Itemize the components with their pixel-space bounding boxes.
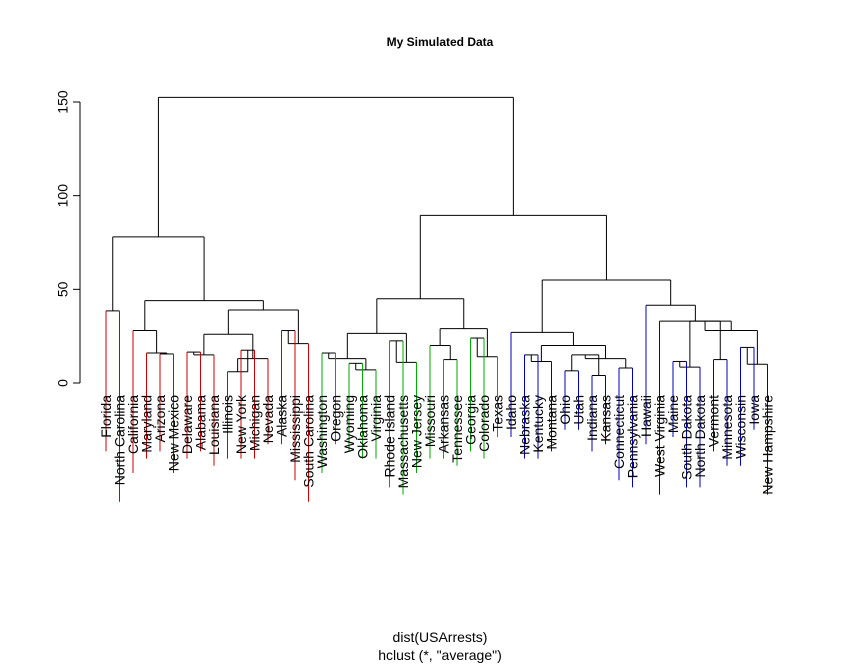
leaf-label: Texas: [490, 395, 506, 432]
leaf-label: Alabama: [193, 395, 209, 450]
leaf-label: Nevada: [260, 395, 276, 443]
leaf-label: Montana: [544, 395, 560, 450]
leaf-label: Pennsylvania: [625, 395, 641, 478]
leaf-label: Delaware: [179, 395, 195, 454]
leaf-label: Connecticut: [611, 395, 627, 469]
dendrogram-tree: [106, 96, 768, 377]
leaf-label: West Virginia: [652, 395, 668, 477]
leaf-label: Missouri: [422, 395, 438, 447]
leaf-label: Idaho: [503, 395, 519, 430]
leaf-label: Tennessee: [449, 395, 465, 463]
y-tick-label: 0: [55, 379, 71, 387]
leaf-label: Florida: [98, 395, 114, 438]
leaf-label: Mississippi: [287, 395, 303, 463]
leaf-label: Washington: [314, 395, 330, 468]
leaf-label: New York: [233, 394, 249, 454]
leaf-label: Oregon: [328, 395, 344, 442]
leaf-label: South Dakota: [679, 395, 695, 480]
leaf-label: Michigan: [247, 395, 263, 451]
x-axis-label-line2: hclust (*, "average"): [378, 647, 502, 663]
leaf-label: Utah: [571, 395, 587, 425]
y-tick-label: 100: [55, 184, 71, 208]
leaf-label: Nebraska: [517, 395, 533, 455]
leaf-label: Ohio: [557, 395, 573, 425]
leaf-label: Indiana: [584, 395, 600, 441]
leaf-label: Arkansas: [436, 395, 452, 453]
leaf-label: Arizona: [152, 395, 168, 443]
leaf-label: Georgia: [463, 395, 479, 445]
leaf-label: California: [125, 395, 141, 454]
leaf-label: North Carolina: [112, 395, 128, 485]
y-tick-label: 50: [55, 281, 71, 297]
leaf-label: Alaska: [274, 395, 290, 437]
leaf-label: Kentucky: [530, 395, 546, 453]
leaf-label: Virginia: [368, 395, 384, 442]
y-axis: 0 50 100 150: [55, 90, 81, 387]
leaf-label: North Dakota: [692, 395, 708, 478]
leaf-label: Maryland: [139, 395, 155, 453]
leaf-label: Wisconsin: [733, 395, 749, 459]
x-axis-label-line1: dist(USArrests): [393, 629, 488, 645]
leaf-label: Maine: [665, 395, 681, 433]
leaf-label: Illinois: [220, 395, 236, 434]
leaf-label: New Mexico: [166, 395, 182, 471]
leaf-label: Vermont: [706, 395, 722, 447]
leaf-label: Wyoming: [341, 395, 357, 453]
leaf-label: Minnesota: [719, 395, 735, 460]
y-tick-label: 150: [55, 90, 71, 114]
leaf-label: Kansas: [598, 395, 614, 442]
leaf-label: New Jersey: [409, 395, 425, 468]
leaf-label: Louisiana: [206, 395, 222, 455]
leaf-label: Colorado: [476, 395, 492, 452]
leaf-label: New Hampshire: [760, 395, 776, 495]
leaf-label: Oklahoma: [355, 395, 371, 459]
leaf-label: Rhode Island: [382, 395, 398, 478]
chart-title: My Simulated Data: [387, 35, 494, 49]
leaf-label: Massachusetts: [395, 395, 411, 488]
leaf-label: South Carolina: [301, 395, 317, 488]
leaf-label: Hawaii: [638, 395, 654, 437]
leaf-label: Iowa: [746, 395, 762, 425]
